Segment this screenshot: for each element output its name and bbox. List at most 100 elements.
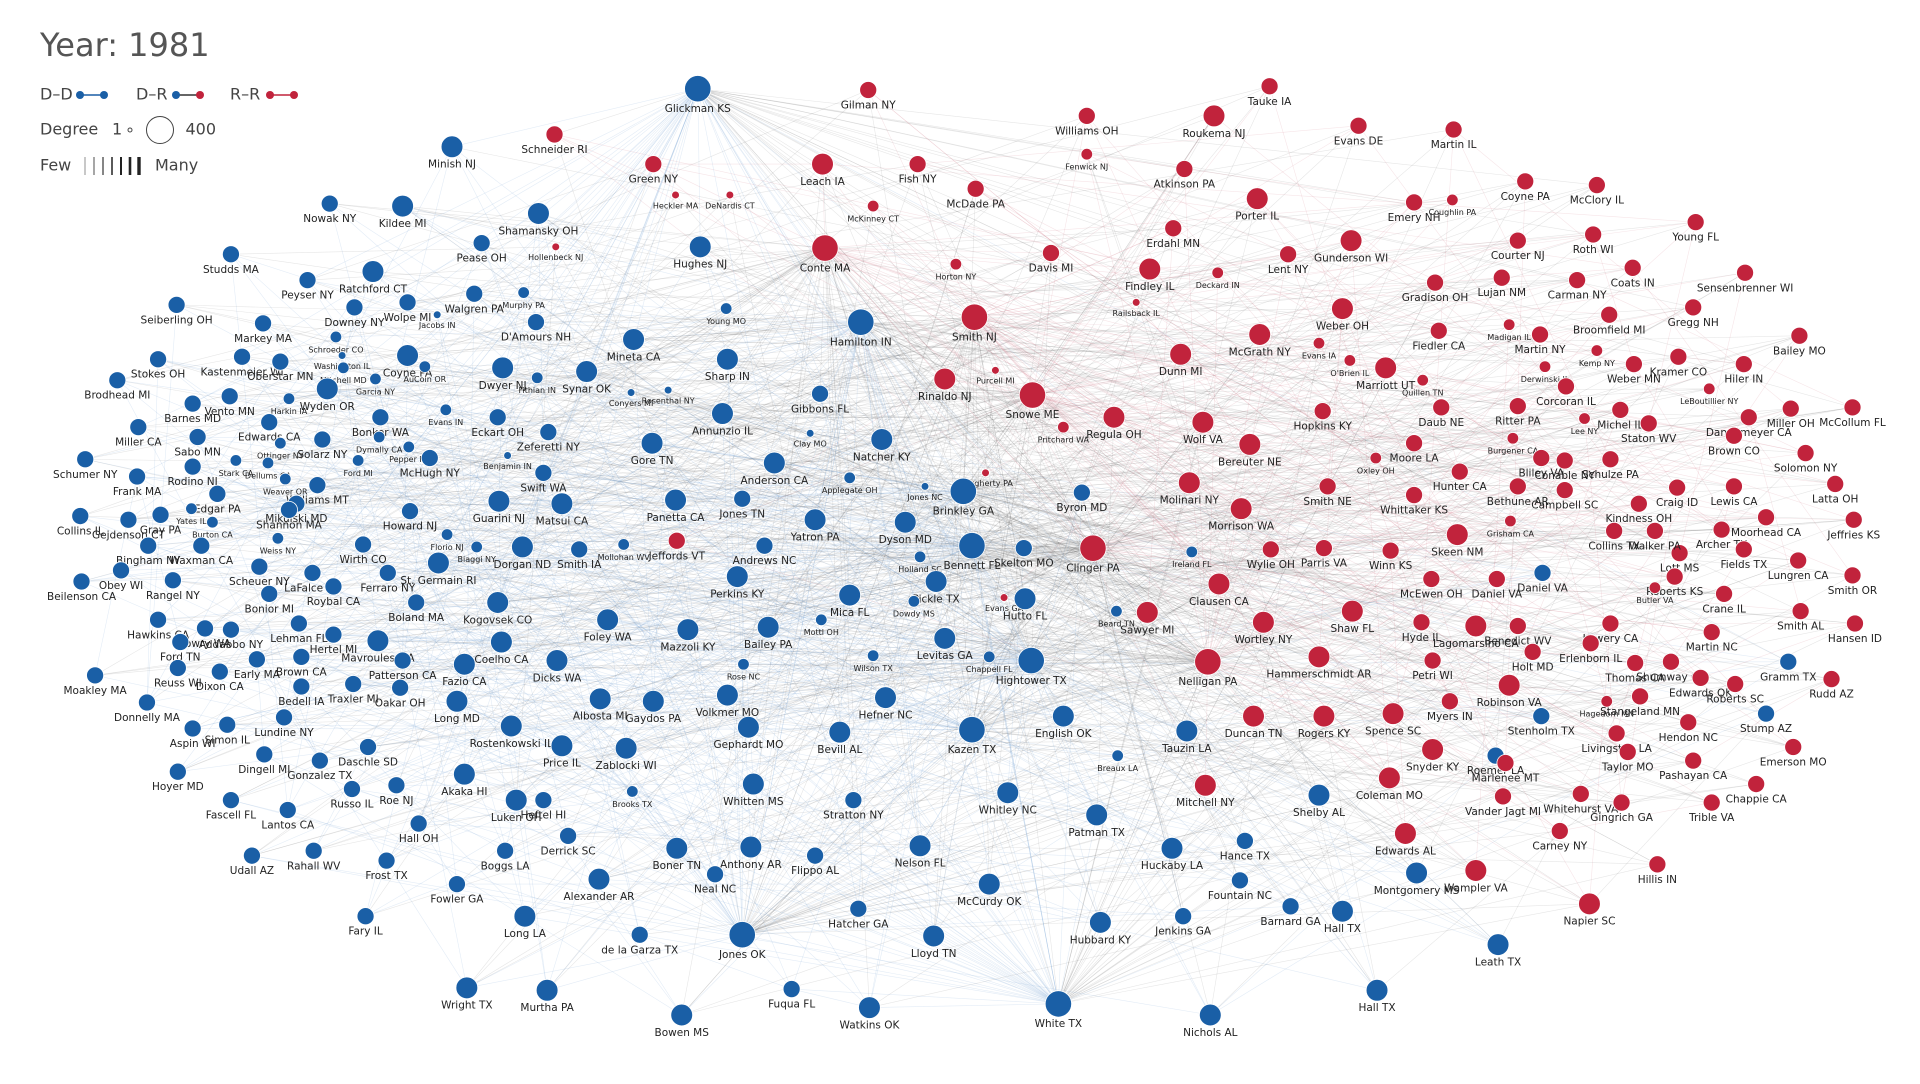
node — [1085, 803, 1108, 827]
edge — [307, 280, 477, 548]
node — [401, 502, 419, 521]
node — [292, 677, 311, 696]
edge — [317, 484, 1433, 750]
edge — [860, 321, 1033, 396]
edge — [1058, 125, 1359, 1004]
edge — [407, 247, 826, 356]
edge — [1592, 234, 1635, 365]
node — [991, 366, 1000, 375]
node — [1331, 297, 1354, 320]
edge — [963, 277, 1502, 492]
edge — [451, 88, 698, 148]
edge — [424, 366, 728, 696]
node-label: Kastenmeier WI — [201, 366, 284, 378]
edge — [963, 386, 1567, 492]
edge — [633, 321, 861, 340]
edge — [333, 88, 699, 587]
edge — [971, 86, 1270, 730]
edge — [853, 660, 1032, 801]
edge — [697, 88, 826, 249]
node — [1072, 483, 1091, 502]
edge — [498, 501, 1059, 1005]
edge — [668, 389, 1794, 748]
node-label: Stangeland MN — [1600, 706, 1680, 718]
node-label: Martin NC — [1686, 642, 1738, 654]
edge — [524, 915, 1059, 1005]
edge — [1392, 578, 1432, 714]
edge — [741, 198, 1258, 935]
edge — [652, 442, 964, 492]
edge — [727, 335, 1800, 360]
edge — [824, 247, 1628, 753]
edge — [860, 321, 1148, 613]
edge — [1240, 508, 1496, 756]
edge — [974, 316, 1115, 418]
edge — [80, 247, 826, 517]
edge — [288, 417, 381, 511]
node — [805, 429, 815, 438]
edge — [554, 134, 1094, 549]
node — [149, 350, 168, 369]
edge — [881, 439, 1032, 661]
node — [534, 791, 553, 810]
edge — [1385, 367, 1461, 472]
node-label: Schneider RI — [521, 144, 587, 156]
edge — [1453, 129, 1611, 460]
edge — [1031, 489, 1565, 661]
node — [1508, 397, 1527, 416]
edge — [317, 484, 964, 492]
edge — [1092, 202, 1415, 549]
edge — [283, 88, 699, 718]
node — [351, 454, 365, 467]
edge — [1323, 716, 1378, 991]
edge — [157, 619, 1184, 917]
edge — [1136, 240, 1518, 303]
edge — [409, 511, 458, 885]
node-label: Matsui CA — [536, 516, 589, 528]
edge — [307, 228, 1174, 281]
node — [1587, 176, 1606, 195]
edge — [579, 199, 1453, 550]
edge — [296, 503, 627, 749]
node-label: Neal NC — [694, 884, 736, 896]
node-label: Hiler IN — [1724, 374, 1763, 386]
edge — [963, 418, 1585, 492]
node — [1279, 245, 1298, 264]
node — [626, 785, 639, 798]
edge — [651, 443, 1059, 1005]
node — [86, 666, 105, 685]
edge — [1207, 661, 1390, 779]
edge — [501, 641, 743, 935]
node — [737, 715, 760, 739]
edge — [288, 321, 861, 400]
node-label: Roybal CA — [307, 596, 361, 608]
node — [1464, 614, 1488, 638]
node — [183, 457, 202, 476]
node — [1757, 508, 1775, 527]
node — [1423, 651, 1442, 670]
legend-dot — [196, 91, 204, 99]
node-label: Long LA — [504, 928, 547, 940]
edge — [767, 322, 862, 628]
node — [1626, 654, 1645, 672]
edge — [697, 88, 859, 909]
edge — [974, 317, 1148, 613]
edge — [269, 421, 1513, 439]
node-label: Benjamin IN — [483, 462, 532, 471]
edge — [974, 228, 1174, 318]
edge — [554, 134, 1439, 332]
node — [1492, 268, 1511, 287]
edge — [322, 439, 1094, 549]
edge — [885, 317, 975, 698]
edge — [172, 579, 1324, 717]
edge — [974, 267, 1633, 318]
node-label: de la Garza TX — [601, 944, 678, 956]
node — [453, 762, 476, 786]
edge — [466, 334, 1541, 989]
node-label: Panetta CA — [647, 512, 706, 524]
edge — [867, 89, 973, 730]
edge — [1350, 240, 1390, 778]
edge — [963, 491, 1504, 797]
edge — [138, 426, 558, 661]
node — [1702, 623, 1721, 642]
